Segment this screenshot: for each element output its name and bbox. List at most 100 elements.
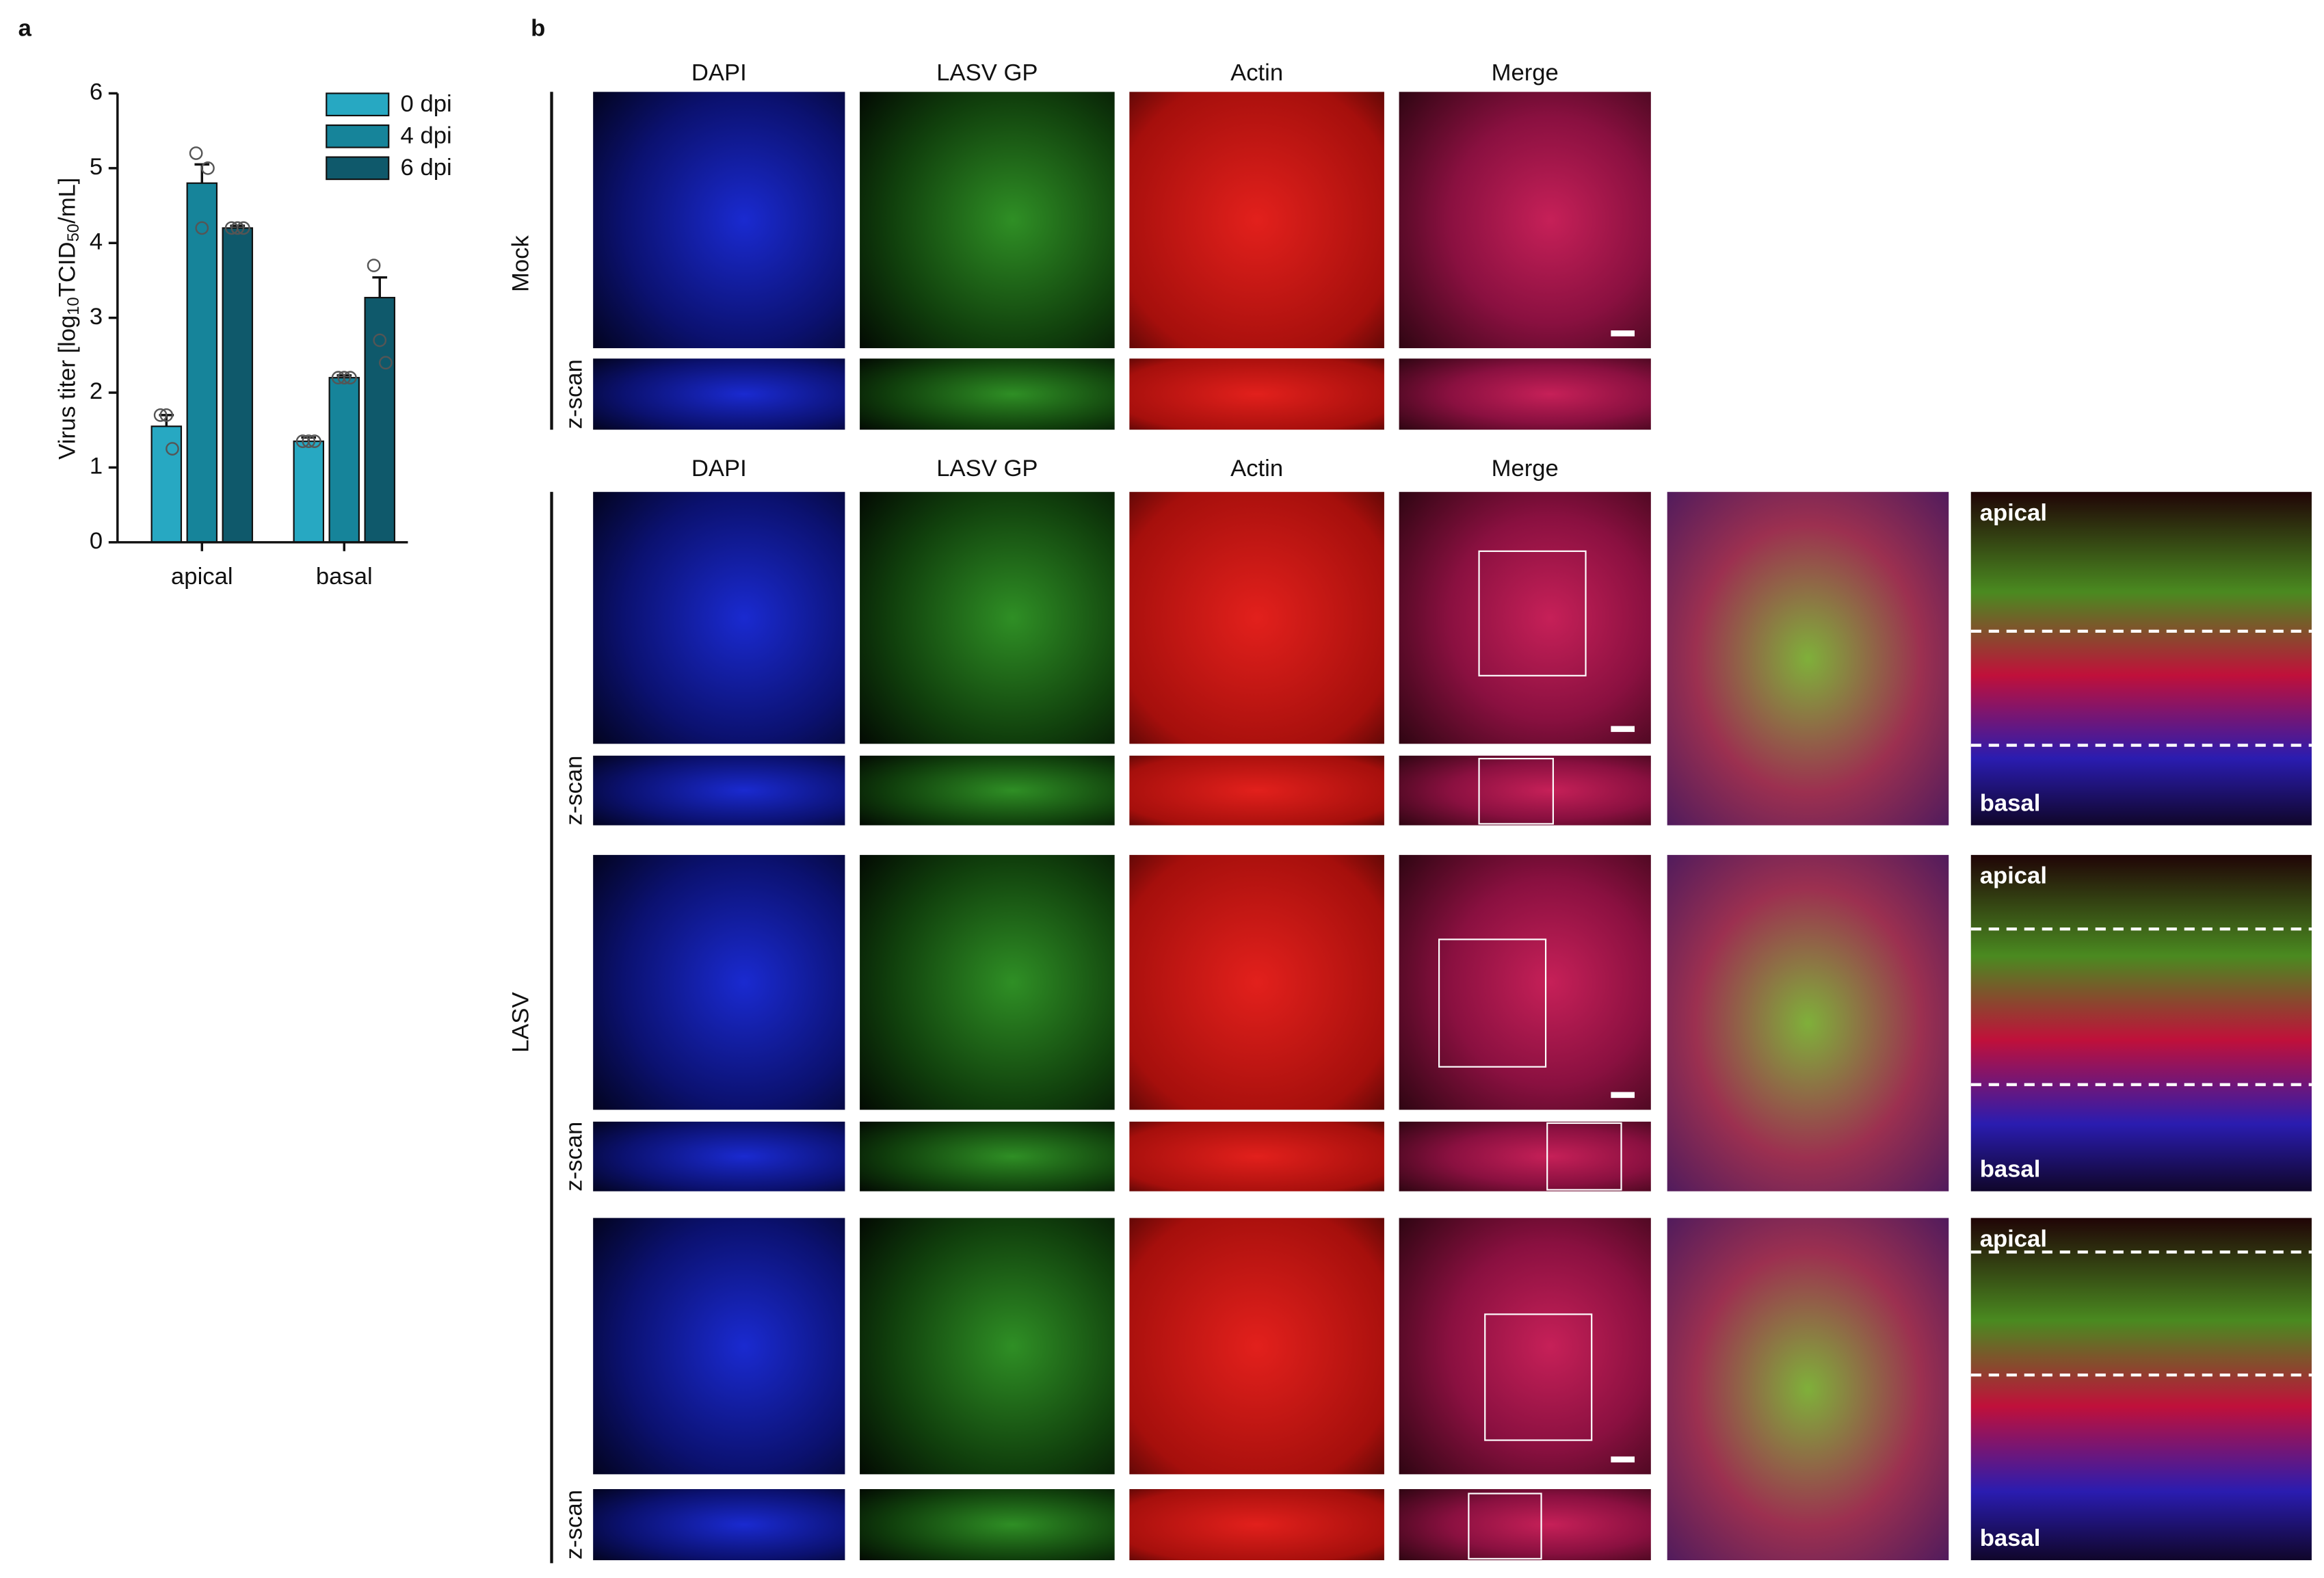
y-axis-label: Virus titer [log10TCID50/mL] [55, 178, 83, 460]
micrograph [1399, 92, 1651, 349]
panel-label: b [531, 15, 545, 41]
column-header: Merge [1492, 456, 1559, 482]
side-label: apical [1980, 500, 2047, 526]
column-header: LASV GP [936, 456, 1038, 482]
y-tick-label: 2 [90, 378, 103, 404]
micrograph [593, 92, 845, 349]
data-point [237, 221, 250, 235]
micrograph [1667, 492, 1949, 826]
micrograph [593, 854, 845, 1110]
micrograph [593, 1121, 845, 1192]
z-scan-label: z-scan [561, 359, 587, 429]
data-point [367, 259, 381, 272]
y-label-part: TCID [55, 241, 81, 297]
micrograph [1399, 492, 1651, 744]
micrograph [1129, 1121, 1384, 1192]
zoom-box [1478, 758, 1554, 825]
y-label-sub: 10 [64, 297, 83, 315]
y-tick-label: 6 [90, 79, 103, 105]
scale-bar [1611, 1092, 1635, 1099]
micrograph [1970, 854, 2312, 1192]
x-tick-label: apical [171, 564, 233, 590]
scale-bar [1611, 330, 1635, 337]
micrograph [1667, 1218, 1949, 1561]
side-label: apical [1980, 1226, 2047, 1252]
panel-label: a [18, 15, 32, 41]
data-point [373, 333, 387, 347]
y-tick-label: 5 [90, 154, 103, 180]
micrograph [860, 1489, 1115, 1561]
micrograph [1129, 1218, 1384, 1475]
legend-swatch [326, 156, 390, 181]
column-header: DAPI [691, 60, 747, 86]
column-header: Actin [1230, 60, 1283, 86]
y-tick-label: 3 [90, 304, 103, 330]
micrograph [593, 492, 845, 744]
micrograph [1129, 92, 1384, 349]
micrograph [1129, 854, 1384, 1110]
micrograph [860, 755, 1115, 826]
micrograph [1667, 854, 1949, 1192]
scale-bar [1611, 1456, 1635, 1463]
scale-bar [1611, 726, 1635, 733]
micrograph [593, 358, 845, 430]
y-label-part: Virus titer [log [55, 315, 81, 460]
zoom-box [1478, 550, 1587, 676]
row-label: Mock [507, 235, 533, 292]
bar [364, 297, 395, 543]
micrograph [593, 755, 845, 826]
micrograph [1129, 755, 1384, 826]
column-header: Merge [1492, 60, 1559, 86]
data-point [343, 371, 357, 385]
micrograph [860, 1218, 1115, 1475]
legend-swatch [326, 124, 390, 148]
micrograph [593, 1489, 845, 1561]
micrograph [1129, 358, 1384, 430]
side-label: basal [1980, 790, 2041, 816]
z-scan-label: z-scan [561, 1490, 587, 1560]
zoom-box [1438, 938, 1547, 1068]
zoom-box [1468, 1492, 1542, 1560]
legend-swatch [326, 92, 390, 117]
bar [293, 440, 325, 543]
column-header: LASV GP [936, 60, 1038, 86]
data-point [201, 161, 215, 175]
micrograph [1399, 854, 1651, 1110]
micrograph [860, 854, 1115, 1110]
x-tick-label: basal [316, 564, 373, 590]
micrograph [1129, 492, 1384, 744]
y-label-sub: 50 [64, 224, 83, 241]
bar [222, 227, 254, 543]
data-point [195, 221, 209, 235]
micrograph [1129, 1489, 1384, 1561]
y-tick-label: 1 [90, 453, 103, 479]
side-label: basal [1980, 1156, 2041, 1182]
data-point [153, 408, 168, 422]
micrograph [1399, 1218, 1651, 1475]
z-scan-label: z-scan [561, 756, 587, 826]
micrograph [1970, 1218, 2312, 1561]
micrograph [1970, 492, 2312, 826]
micrograph [593, 1218, 845, 1475]
micrograph [860, 358, 1115, 430]
bar [186, 182, 218, 543]
zoom-box [1484, 1313, 1593, 1441]
zoom-box [1546, 1122, 1622, 1191]
data-point [189, 146, 203, 160]
micrograph [1399, 755, 1651, 826]
legend-label: 6 dpi [401, 155, 452, 181]
micrograph [860, 92, 1115, 349]
data-point [166, 442, 179, 456]
data-point [230, 221, 245, 235]
legend-label: 0 dpi [401, 91, 452, 117]
data-point [308, 434, 321, 449]
data-point [159, 408, 174, 422]
z-scan-label: z-scan [561, 1122, 587, 1192]
bar [328, 377, 360, 543]
data-point [302, 434, 316, 449]
y-label-part: /mL] [55, 178, 81, 224]
micrograph [1399, 1121, 1651, 1192]
side-label: apical [1980, 863, 2047, 889]
